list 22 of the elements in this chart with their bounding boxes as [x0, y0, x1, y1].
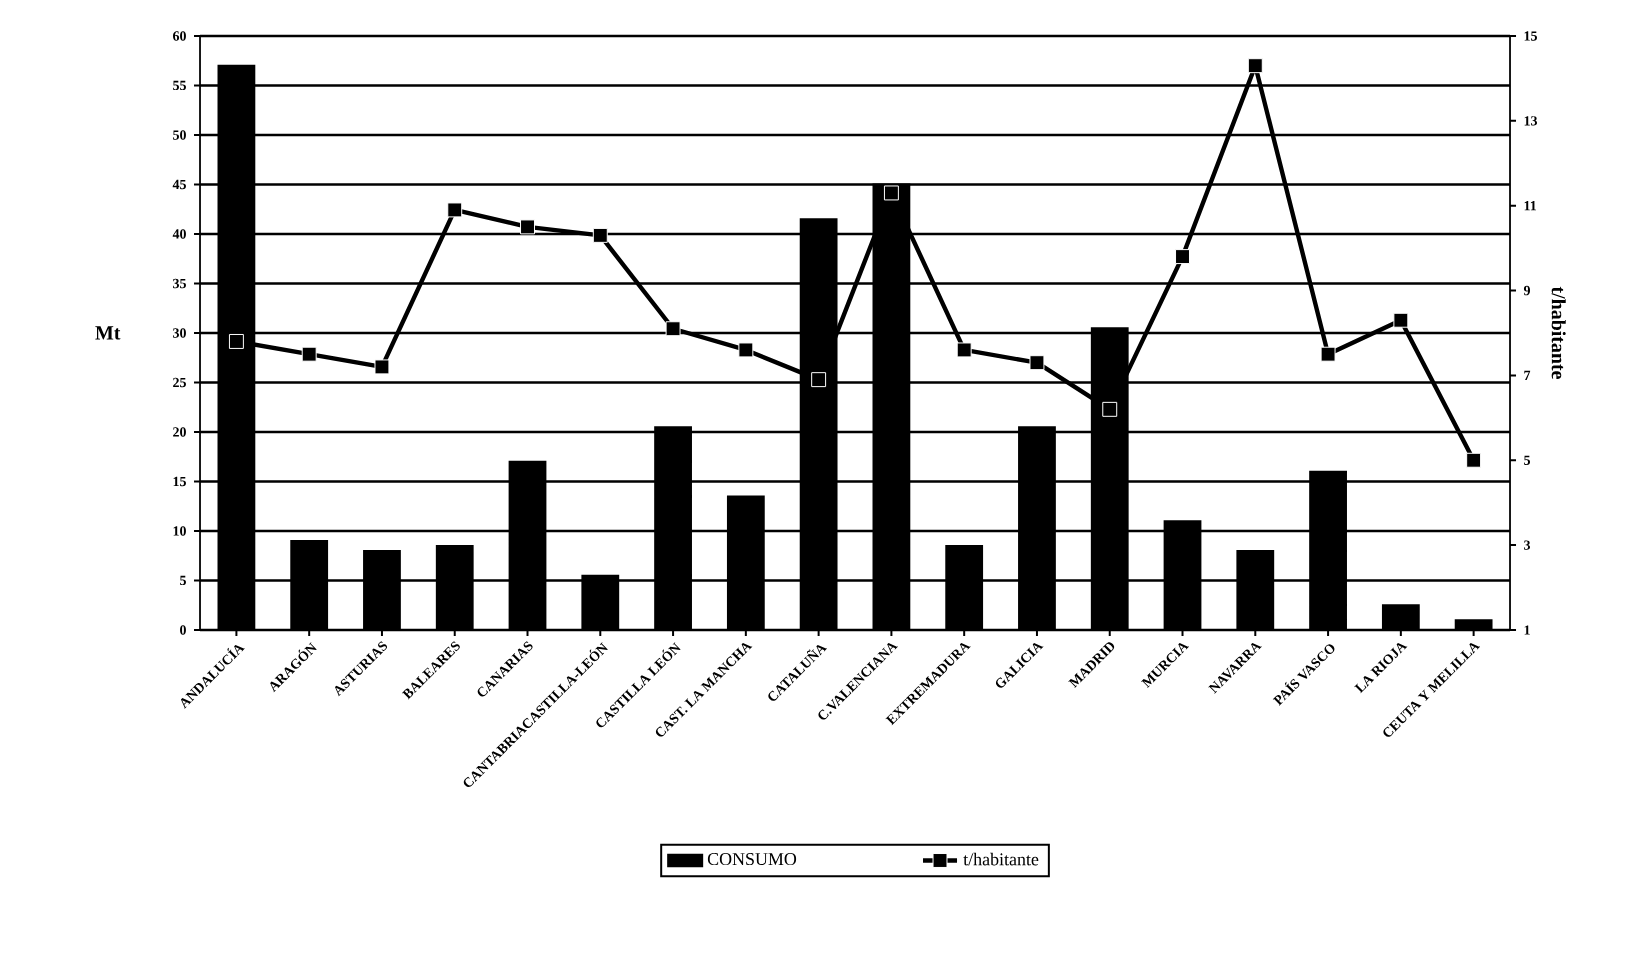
point — [1029, 355, 1045, 371]
point — [301, 346, 317, 362]
point — [1102, 401, 1118, 417]
point — [520, 219, 535, 235]
point — [665, 321, 681, 337]
point — [811, 372, 827, 388]
legend-label: CONSUMO — [707, 853, 797, 866]
point — [883, 185, 899, 201]
point — [592, 227, 608, 243]
point — [1320, 346, 1336, 362]
point — [1247, 58, 1263, 74]
point — [1175, 249, 1190, 265]
point — [956, 342, 972, 358]
y-axis-title: Mt — [95, 326, 121, 340]
point — [738, 342, 754, 358]
point — [1466, 452, 1482, 468]
point — [374, 359, 390, 375]
point — [228, 333, 244, 349]
point — [447, 202, 463, 218]
y2-axis-title: t/habitante — [1551, 286, 1566, 379]
point — [1393, 312, 1409, 328]
legend-label: t/habitante — [963, 852, 1039, 866]
